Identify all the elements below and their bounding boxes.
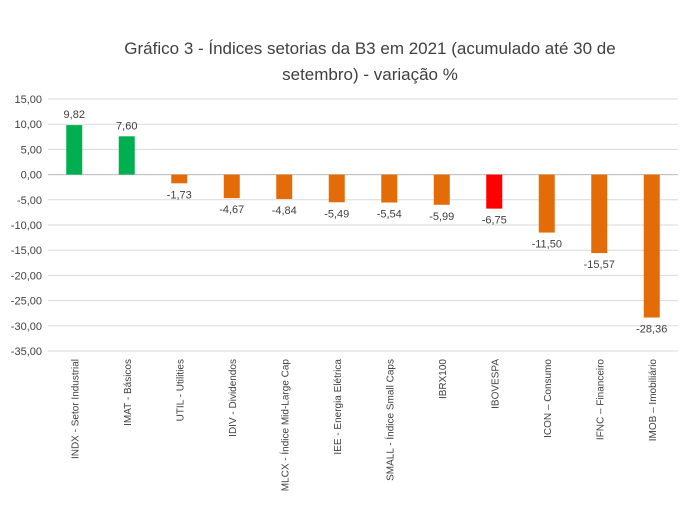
data-label: -15,57 [584, 259, 615, 271]
category-label: INDX - Setor Industrial [70, 359, 81, 459]
category-label: IDIV - Dividendos [228, 359, 239, 437]
bar [276, 174, 293, 199]
category-label: IBOVESPA [490, 359, 501, 409]
data-label: -5,54 [377, 209, 402, 221]
data-label: -6,75 [482, 215, 507, 227]
data-label: -4,84 [272, 205, 297, 217]
bar [171, 174, 188, 184]
data-label: -1,73 [167, 189, 192, 201]
category-label: ICON – Consumo [543, 359, 554, 438]
data-label: -11,50 [532, 239, 562, 251]
y-tick-label: -10,00 [11, 220, 42, 232]
y-tick-label: -25,00 [11, 296, 42, 308]
y-tick-label: -20,00 [11, 270, 42, 282]
y-tick-label: -35,00 [11, 346, 42, 358]
bar [118, 136, 135, 175]
y-tick-label: 5,00 [21, 144, 42, 156]
category-label: IEE - Energia Elétrica [333, 359, 344, 455]
bar [433, 174, 450, 205]
bar [66, 125, 83, 175]
y-tick-label: 15,00 [14, 94, 42, 106]
category-label: IMOB – Imobiliário [648, 359, 659, 442]
data-label: 7,60 [116, 120, 137, 132]
data-label: -5,99 [429, 211, 454, 223]
data-label: -5,49 [324, 208, 349, 220]
data-label: -4,67 [219, 204, 244, 216]
category-label: UTIL - Utilities [175, 359, 186, 421]
bar [643, 174, 660, 318]
data-label: -28,36 [636, 324, 667, 336]
category-label: IMAT - Básicos [123, 359, 134, 426]
bar [223, 174, 240, 199]
data-label: 9,82 [64, 109, 85, 121]
bar [538, 174, 555, 233]
category-label: IFNC – Financeiro [595, 359, 606, 441]
category-label: MLCX - Índice Mid-Large Cap [278, 359, 291, 492]
y-tick-label: 10,00 [14, 119, 42, 131]
bar [381, 174, 398, 203]
category-label: SMALL - Índice Small Caps [383, 359, 396, 481]
chart-title: Gráfico 3 - Índices setorias da B3 em 20… [124, 39, 616, 84]
bar [591, 174, 608, 254]
y-tick-label: -30,00 [11, 321, 42, 333]
y-tick-label: 0,00 [21, 170, 42, 182]
bar [486, 174, 503, 209]
y-tick-label: -15,00 [11, 245, 42, 257]
bar [328, 174, 345, 203]
y-tick-label: -5,00 [17, 195, 42, 207]
category-label: IBRX100 [438, 359, 449, 399]
